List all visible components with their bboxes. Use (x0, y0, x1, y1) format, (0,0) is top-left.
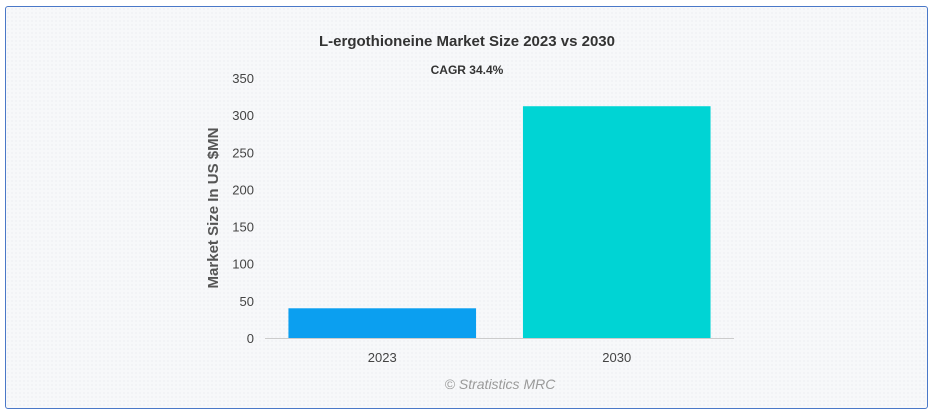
chart-subtitle: CAGR 34.4% (431, 63, 504, 77)
y-tick-label: 0 (247, 331, 254, 346)
x-tick-label: 2023 (368, 350, 397, 365)
y-tick-label: 150 (232, 220, 254, 235)
bars (288, 106, 711, 338)
chart-card (5, 6, 928, 409)
y-tick-label: 200 (232, 182, 254, 197)
bar-2030[interactable] (522, 106, 711, 338)
y-axis-label: Market Size In US $MN (205, 128, 222, 289)
x-tick-label: 2030 (602, 350, 631, 365)
y-tick-label: 250 (232, 145, 254, 160)
y-tick-label: 50 (240, 294, 254, 309)
y-tick-label: 350 (232, 71, 254, 86)
credit-text: © Stratistics MRC (445, 376, 557, 392)
y-tick-label: 300 (232, 108, 254, 123)
x-axis-ticks: 2023 2030 (368, 350, 631, 365)
y-tick-label: 100 (232, 257, 254, 272)
y-axis-ticks: 0 50 100 150 200 250 300 350 (232, 71, 254, 346)
bar-2023[interactable] (288, 308, 477, 338)
chart-title: L-ergothioneine Market Size 2023 vs 2030 (319, 33, 615, 50)
